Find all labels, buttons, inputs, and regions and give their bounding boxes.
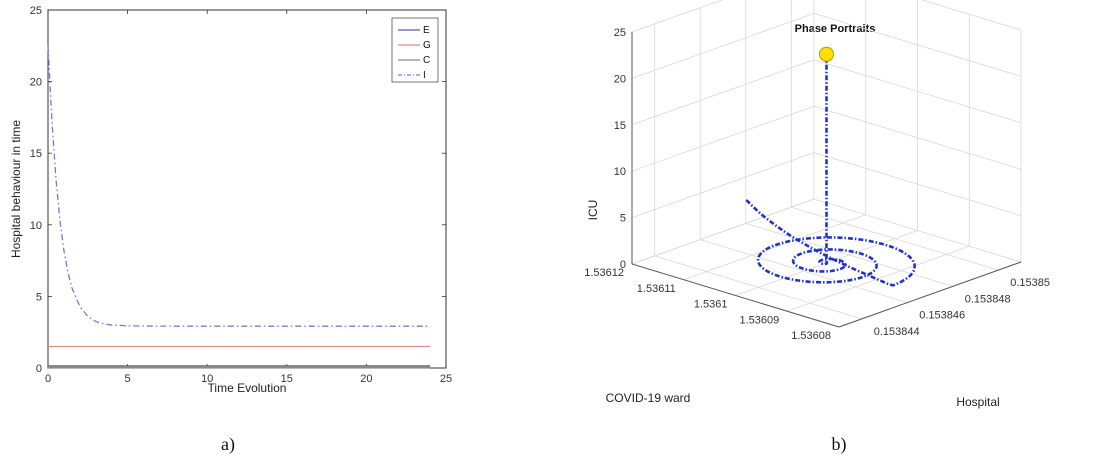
wall-grid-line bbox=[921, 0, 1022, 31]
wall-grid-line bbox=[631, 198, 815, 265]
series-line-i bbox=[47, 45, 431, 327]
hospital-tick-label: 0.153844 bbox=[874, 326, 920, 338]
wall-grid-line bbox=[813, 105, 1022, 170]
panel-a-ticks: 0 5 10 15 20 25 0 5 10 15 20 25 bbox=[30, 5, 452, 385]
hospital-tick-label: 0.15385 bbox=[1010, 277, 1050, 289]
wall-grid-line bbox=[631, 0, 723, 33]
panel-b-title: Phase Portraits bbox=[795, 23, 876, 35]
icu-tick-label: 20 bbox=[614, 73, 626, 85]
wall-grid-line bbox=[631, 105, 815, 172]
wall-grid-line bbox=[813, 13, 1022, 77]
panel-b-zlabel: ICU bbox=[586, 200, 600, 221]
ward-tick-label: 1.53608 bbox=[791, 330, 831, 342]
panel-b-xlabel: Hospital bbox=[956, 395, 999, 409]
panel-a-xlabel: Time Evolution bbox=[208, 381, 287, 395]
panel-b-caption: b) bbox=[832, 434, 847, 455]
floor-grid-line bbox=[683, 214, 866, 281]
panel-b-3d-grid bbox=[631, 0, 1022, 328]
y-tick-label: 0 bbox=[36, 363, 42, 375]
y-tick-label: 5 bbox=[36, 291, 42, 303]
y-tick-label: 15 bbox=[30, 148, 42, 160]
legend-box bbox=[391, 17, 439, 83]
panel-b-phase-portrait: Phase Portraits 0.153844 0.1538460.153848… bbox=[584, 0, 1050, 455]
panel-a-time-series: 0 5 10 15 20 25 0 5 10 15 20 25 Time Evolution Hosp… bbox=[9, 5, 452, 455]
wall-grid-line bbox=[631, 13, 815, 79]
start-point-marker bbox=[819, 46, 834, 62]
ward-tick-label: 1.5361 bbox=[694, 299, 728, 311]
icu-tick-label: 5 bbox=[620, 213, 626, 225]
y-tick-label: 25 bbox=[30, 5, 42, 17]
panel-b-ylabel: COVID-19 ward bbox=[606, 391, 691, 405]
panel-a-legend: E G C I bbox=[391, 17, 439, 83]
trajectory-spiral bbox=[745, 199, 917, 287]
wall-grid-line bbox=[631, 152, 815, 218]
x-tick-label: 25 bbox=[440, 373, 452, 385]
x-tick-label: 10 bbox=[201, 373, 213, 385]
hospital-axis-line bbox=[838, 261, 1022, 328]
panel-a-caption: a) bbox=[221, 434, 235, 455]
y-tick-label: 20 bbox=[30, 77, 42, 89]
x-tick-label: 0 bbox=[45, 373, 51, 385]
ward-axis-line bbox=[631, 263, 840, 328]
wall-grid-line bbox=[813, 152, 1022, 216]
panel-a-series bbox=[47, 45, 431, 369]
hospital-tick-label: 0.153846 bbox=[919, 310, 965, 322]
x-tick-label: 15 bbox=[281, 373, 293, 385]
ward-tick-label: 1.53611 bbox=[637, 283, 676, 295]
x-tick-label: 5 bbox=[125, 373, 131, 385]
legend-label-i: I bbox=[423, 70, 426, 81]
wall-grid-line bbox=[631, 59, 815, 126]
icu-tick-label: 15 bbox=[614, 120, 626, 132]
y-tick-label: 10 bbox=[30, 220, 42, 232]
panel-a-plot-area bbox=[47, 9, 447, 369]
wall-grid-line bbox=[813, 198, 1022, 263]
ward-tick-label: 1.53612 bbox=[584, 267, 624, 279]
legend-label-g: G bbox=[423, 40, 431, 51]
legend-label-e: E bbox=[423, 25, 430, 36]
icu-tick-label: 10 bbox=[614, 166, 626, 178]
icu-tick-label: 25 bbox=[614, 27, 626, 39]
wall-grid-line bbox=[813, 59, 1022, 124]
hospital-tick-label: 0.153848 bbox=[965, 293, 1011, 305]
ward-tick-label: 1.53609 bbox=[739, 314, 779, 326]
icu-tick-label: 0 bbox=[620, 259, 626, 271]
legend-label-c: C bbox=[423, 55, 430, 66]
panel-a-ylabel: Hospital behaviour in time bbox=[9, 120, 23, 258]
x-tick-label: 20 bbox=[360, 373, 372, 385]
panel-b-trajectory bbox=[745, 46, 917, 287]
